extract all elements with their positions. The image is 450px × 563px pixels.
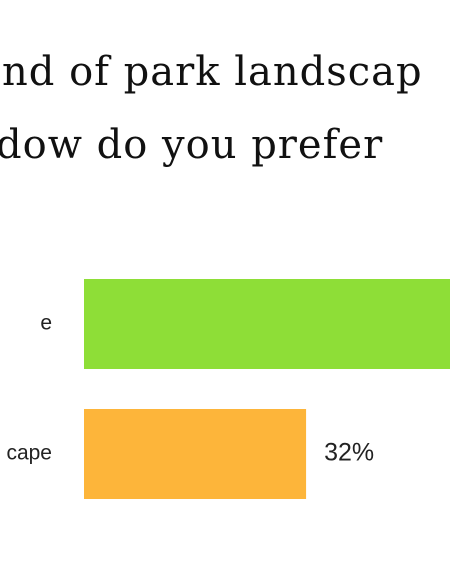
chart-title: nd of park landscap <box>2 49 423 95</box>
bar <box>84 409 307 499</box>
category-label: e <box>40 312 52 335</box>
category-label: cape <box>6 442 52 465</box>
bar <box>84 279 450 369</box>
value-label: 32% <box>324 439 374 467</box>
chart-title: dow do you prefer <box>0 122 383 168</box>
